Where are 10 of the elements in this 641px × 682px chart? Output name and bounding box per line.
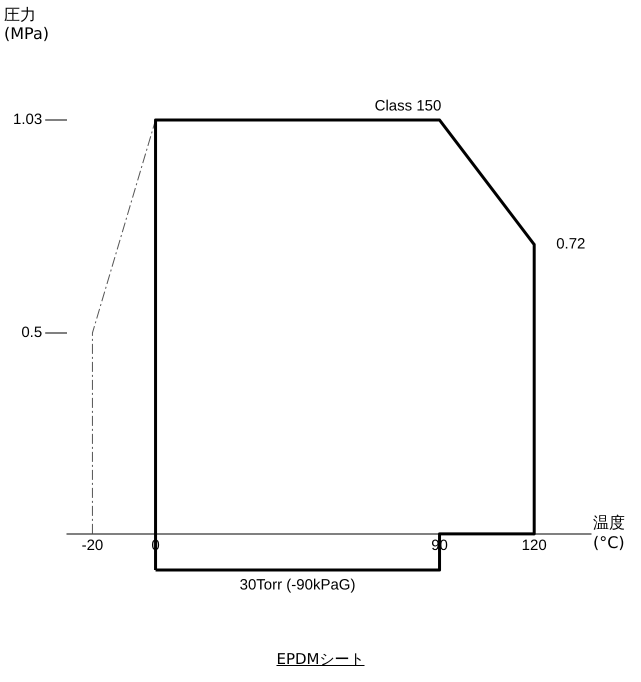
y-tick-label: 0.5	[21, 324, 42, 342]
annotation: 30Torr (-90kPaG)	[240, 576, 356, 594]
annotation: 0.72	[556, 236, 586, 253]
y-axis-title: 圧力 (MPa)	[4, 5, 50, 44]
annotation: Class 150	[374, 98, 442, 115]
y-tick-label: 1.03	[12, 111, 42, 128]
x-axis-title: 温度 (°C)	[593, 512, 625, 552]
x-tick-label: 120	[522, 536, 547, 554]
text: EPDMシート	[275, 650, 366, 669]
x-tick-label: -20	[82, 536, 104, 554]
